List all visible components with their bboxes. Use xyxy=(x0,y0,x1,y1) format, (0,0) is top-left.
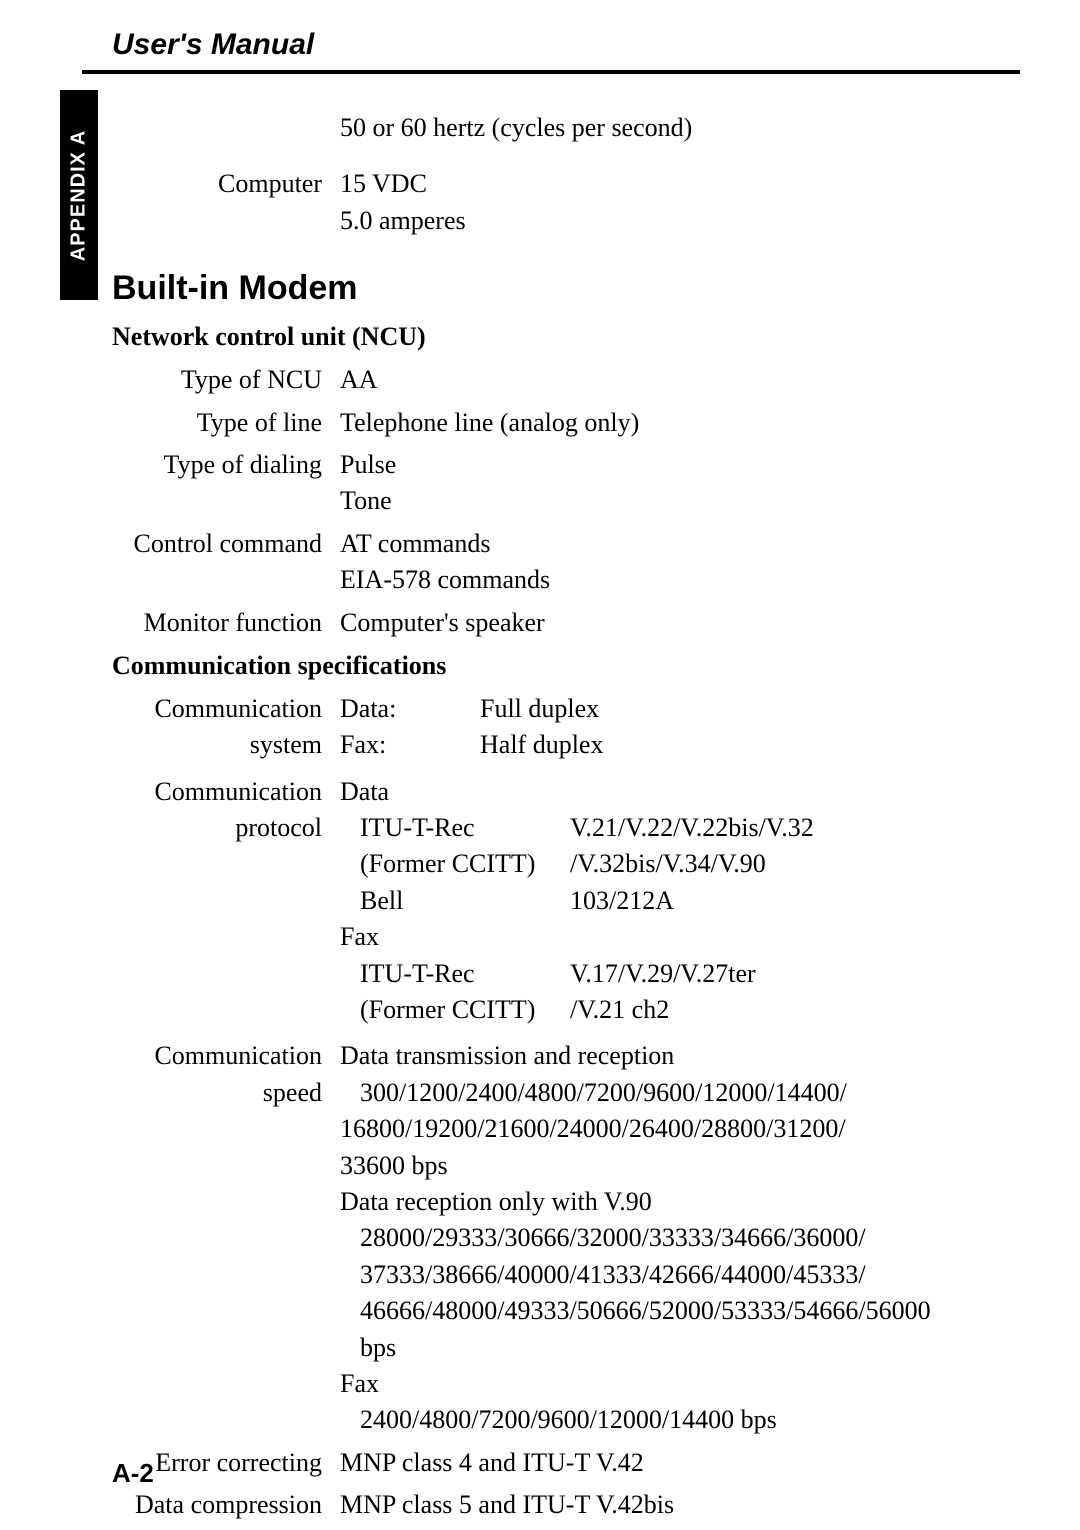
header-rule xyxy=(82,70,1020,74)
control-command-eia: EIA-578 commands xyxy=(340,562,1020,598)
speed-data-rx-line4: bps xyxy=(340,1330,1020,1366)
protocol-fax-label: Fax xyxy=(340,919,1020,955)
comm-system-label-2: system xyxy=(112,727,322,763)
control-command-label: Control command xyxy=(112,526,340,599)
dialing-tone: Tone xyxy=(340,483,1020,519)
power-computer-label: Computer xyxy=(112,166,340,239)
comm-speed-label-1: Communication xyxy=(112,1038,322,1074)
ncu-type-row: Type of NCU AA xyxy=(112,362,1020,398)
speed-data-rx-line3: 46666/48000/49333/50666/52000/53333/5466… xyxy=(340,1293,1020,1329)
protocol-data-bell-value: 103/212A xyxy=(570,883,1020,919)
power-hertz-row: 50 or 60 hertz (cycles per second) xyxy=(112,110,1020,146)
protocol-data-label: Data xyxy=(340,774,1020,810)
speed-data-tx-line2: 16800/19200/21600/24000/26400/28800/3120… xyxy=(340,1111,1020,1147)
speed-fax-heading: Fax xyxy=(340,1366,1020,1402)
error-correcting-row: Error correcting MNP class 4 and ITU-T V… xyxy=(112,1445,1020,1481)
comm-protocol-label-1: Communication xyxy=(112,774,322,810)
side-tab-label: APPENDIX A xyxy=(68,129,91,261)
ncu-type-label: Type of NCU xyxy=(112,362,340,398)
page-content: 50 or 60 hertz (cycles per second) Compu… xyxy=(112,110,1020,1530)
dialing-pulse: Pulse xyxy=(340,447,1020,483)
protocol-data-itu-label: ITU-T-Rec xyxy=(360,810,570,846)
monitor-function-value: Computer's speaker xyxy=(340,605,1020,641)
control-command-at: AT commands xyxy=(340,526,1020,562)
line-type-label: Type of line xyxy=(112,405,340,441)
comm-protocol-row: Communication protocol Data ITU-T-RecV.2… xyxy=(112,774,1020,1029)
protocol-data-ccitt-value: /V.32bis/V.34/V.90 xyxy=(570,846,1020,882)
line-type-value: Telephone line (analog only) xyxy=(340,405,1020,441)
power-voltage: 15 VDC xyxy=(340,166,1020,202)
data-compression-label: Data compression xyxy=(112,1487,340,1523)
protocol-data-ccitt-label: (Former CCITT) xyxy=(360,846,570,882)
protocol-fax-ccitt-value: /V.21 ch2 xyxy=(570,992,1020,1028)
power-hertz: 50 or 60 hertz (cycles per second) xyxy=(340,110,1020,146)
power-computer-row: Computer 15 VDC 5.0 amperes xyxy=(112,166,1020,239)
ncu-type-value: AA xyxy=(340,362,1020,398)
side-tab: APPENDIX A xyxy=(60,90,98,300)
speed-fax-line: 2400/4800/7200/9600/12000/14400 bps xyxy=(340,1402,1020,1438)
protocol-fax-itu-label: ITU-T-Rec xyxy=(360,956,570,992)
speed-data-tx-line1: 300/1200/2400/4800/7200/9600/12000/14400… xyxy=(340,1075,1020,1111)
comm-system-row: Communication system Data: Full duplex F… xyxy=(112,691,1020,764)
speed-data-rx-heading: Data reception only with V.90 xyxy=(340,1184,1020,1220)
protocol-data-bell-label: Bell xyxy=(360,883,570,919)
power-amperes: 5.0 amperes xyxy=(340,203,1020,239)
speed-data-rx-line2: 37333/38666/40000/41333/42666/44000/4533… xyxy=(340,1257,1020,1293)
page-number: A-2 xyxy=(112,1458,154,1489)
protocol-fax-ccitt-label: (Former CCITT) xyxy=(360,992,570,1028)
comm-system-fax-value: Half duplex xyxy=(480,727,1020,763)
data-compression-value: MNP class 5 and ITU-T V.42bis xyxy=(340,1487,1020,1523)
page-header-title: User's Manual xyxy=(112,28,314,62)
comm-speed-row: Communication speed Data transmission an… xyxy=(112,1038,1020,1438)
dialing-label: Type of dialing xyxy=(112,447,340,520)
comm-speed-label-2: speed xyxy=(112,1075,322,1111)
section-title-modem: Built-in Modem xyxy=(112,269,1020,308)
monitor-function-label: Monitor function xyxy=(112,605,340,641)
control-command-row: Control command AT commands EIA-578 comm… xyxy=(112,526,1020,599)
comm-spec-heading: Communication specifications xyxy=(112,651,1020,681)
speed-data-tx-heading: Data transmission and reception xyxy=(340,1038,1020,1074)
comm-system-fax-label: Fax: xyxy=(340,727,480,763)
protocol-data-itu-value: V.21/V.22/V.22bis/V.32 xyxy=(570,810,1020,846)
comm-system-data-label: Data: xyxy=(340,691,480,727)
protocol-fax-itu-value: V.17/V.29/V.27ter xyxy=(570,956,1020,992)
comm-system-label-1: Communication xyxy=(112,691,322,727)
ncu-heading: Network control unit (NCU) xyxy=(112,322,1020,352)
comm-protocol-label-2: protocol xyxy=(112,810,322,846)
data-compression-row: Data compression MNP class 5 and ITU-T V… xyxy=(112,1487,1020,1523)
error-correcting-value: MNP class 4 and ITU-T V.42 xyxy=(340,1445,1020,1481)
speed-data-rx-line1: 28000/29333/30666/32000/33333/34666/3600… xyxy=(340,1220,1020,1256)
speed-data-tx-line3: 33600 bps xyxy=(340,1148,1020,1184)
monitor-function-row: Monitor function Computer's speaker xyxy=(112,605,1020,641)
line-type-row: Type of line Telephone line (analog only… xyxy=(112,405,1020,441)
dialing-row: Type of dialing Pulse Tone xyxy=(112,447,1020,520)
comm-system-data-value: Full duplex xyxy=(480,691,1020,727)
